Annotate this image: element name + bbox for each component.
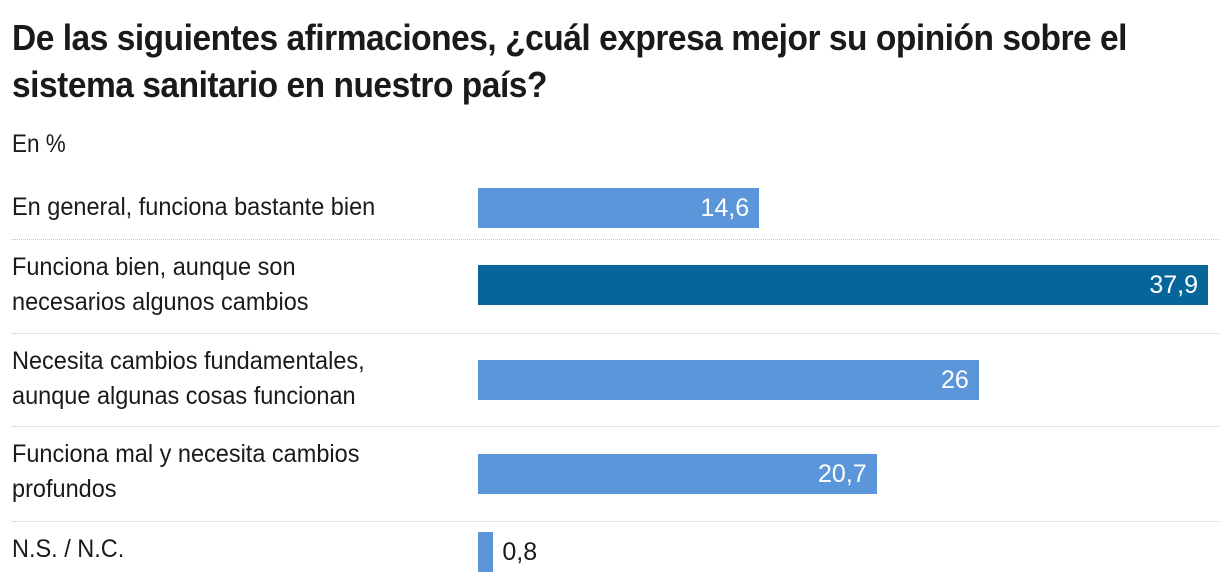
bar-value-label: 0,8 [502, 538, 538, 566]
bar-value-label: 37,9 [1149, 271, 1198, 299]
bar-value-label: 26 [940, 366, 969, 394]
category-label: Necesita cambios fundamentales, aunque al… [12, 344, 454, 414]
bar [478, 265, 1208, 305]
chart-title: De las siguientes afirmaciones, ¿cuál ex… [12, 17, 1128, 105]
category-label-line: aunque algunas cosas funcionan [12, 382, 356, 410]
row-divider [12, 426, 1220, 427]
bar [478, 360, 979, 400]
bar [478, 188, 760, 228]
row-divider [12, 521, 1220, 522]
category-label: N.S. / N.C. [12, 532, 454, 567]
bar-value-label: 20,7 [818, 460, 867, 488]
category-label-line: Necesita cambios fundamentales, [12, 347, 365, 375]
category-label-line: N.S. / N.C. [12, 535, 125, 563]
category-label-line: Funciona mal y necesita cambios [12, 440, 360, 468]
category-label: Funciona bien, aunque son necesarios algu… [12, 250, 454, 320]
chart-subtitle: En % [12, 130, 66, 158]
category-label: Funciona mal y necesita cambios profundos [12, 437, 454, 507]
category-label-line: Funciona bien, aunque son [12, 253, 296, 281]
row-divider [12, 333, 1220, 334]
category-label: En general, funciona bastante bien [12, 190, 454, 225]
category-label-line: necesarios algunos cambios [12, 288, 309, 316]
bar-value-label: 14,6 [700, 194, 750, 222]
row-divider [12, 239, 1220, 240]
bar [478, 454, 877, 494]
category-label-line: En general, funciona bastante bien [12, 193, 376, 221]
bar [478, 532, 494, 572]
category-label-line: profundos [12, 475, 117, 503]
